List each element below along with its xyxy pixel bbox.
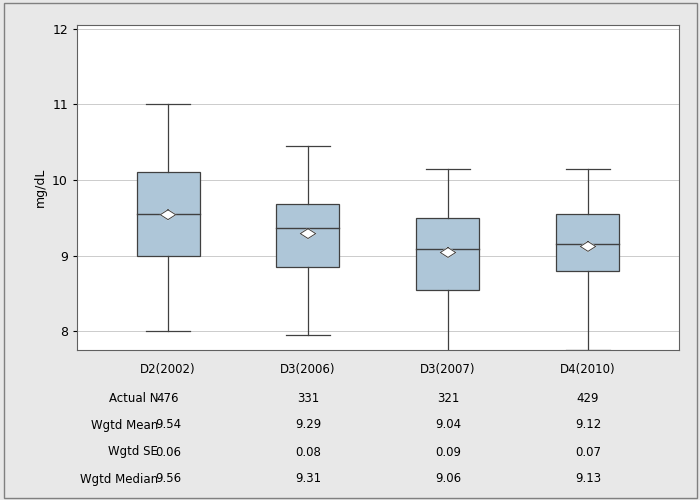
Text: 331: 331 [297,392,319,404]
Text: 0.09: 0.09 [435,446,461,458]
Text: 0.06: 0.06 [155,446,181,458]
Bar [556,214,620,270]
Text: Actual N: Actual N [108,392,158,404]
Text: D2(2002): D2(2002) [140,363,196,376]
Text: 9.31: 9.31 [295,472,321,486]
Polygon shape [580,242,596,252]
Bar [416,218,480,290]
Y-axis label: mg/dL: mg/dL [34,168,46,207]
Text: 476: 476 [157,392,179,404]
Text: Wgtd SE: Wgtd SE [108,446,158,458]
Text: 9.12: 9.12 [575,418,601,432]
Bar [276,204,340,267]
Bar [136,172,199,256]
Text: Wgtd Mean: Wgtd Mean [91,418,158,432]
Text: 321: 321 [437,392,459,404]
Text: 0.07: 0.07 [575,446,601,458]
Text: Wgtd Median: Wgtd Median [80,472,158,486]
Text: D3(2007): D3(2007) [420,363,476,376]
Text: 9.04: 9.04 [435,418,461,432]
Text: 9.54: 9.54 [155,418,181,432]
Text: 9.13: 9.13 [575,472,601,486]
Text: 9.56: 9.56 [155,472,181,486]
Text: 429: 429 [577,392,599,404]
Text: 9.29: 9.29 [295,418,321,432]
Polygon shape [160,210,176,220]
Text: 0.08: 0.08 [295,446,321,458]
Polygon shape [440,248,456,258]
Text: D4(2010): D4(2010) [560,363,616,376]
Text: D3(2006): D3(2006) [280,363,336,376]
Text: 9.06: 9.06 [435,472,461,486]
Polygon shape [300,228,316,238]
